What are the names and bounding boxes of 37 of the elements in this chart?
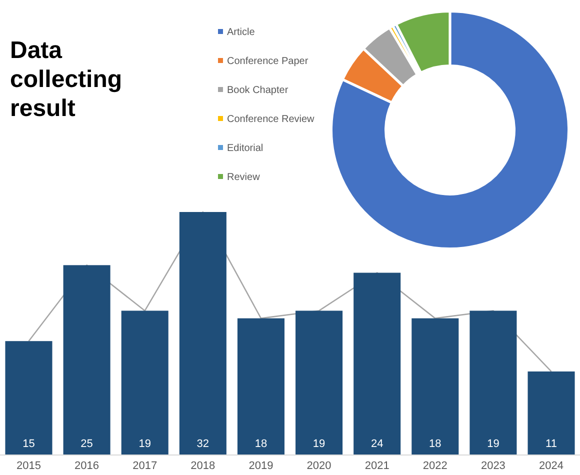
data-label: 19 (312, 438, 326, 450)
data-label: 15 (22, 438, 35, 450)
x-tick-label: 2020 (306, 460, 332, 472)
legend-label: Editorial (227, 143, 264, 154)
bar (63, 265, 110, 455)
bar (412, 318, 459, 455)
x-tick-label: 2015 (16, 460, 41, 472)
x-tick-label: 2021 (364, 460, 390, 472)
data-label: 19 (138, 438, 151, 450)
bar (5, 341, 52, 455)
bar (179, 212, 226, 455)
x-tick-label: 2017 (132, 460, 158, 472)
data-label: 25 (80, 438, 93, 450)
legend-label: Book Chapter (227, 85, 289, 96)
legend-label: Conference Paper (227, 56, 309, 67)
bar (237, 318, 284, 455)
bar (528, 371, 575, 455)
legend-label: Conference Review (227, 114, 316, 125)
chart-title: Data collecting result (10, 37, 122, 122)
data-label: 24 (370, 438, 384, 450)
data-label: 18 (254, 438, 268, 450)
bar (121, 310, 168, 455)
legend-label: Review (227, 172, 261, 183)
bar (296, 310, 343, 455)
x-tick-label: 2019 (248, 460, 274, 472)
x-tick-label: 2016 (74, 460, 100, 472)
x-tick-label: 2018 (190, 460, 216, 472)
x-tick-label: 2022 (422, 460, 448, 472)
bar (354, 272, 401, 455)
legend-label: Article (227, 27, 256, 38)
data-label: 18 (429, 438, 442, 450)
bar (470, 310, 517, 455)
x-tick-label: 2024 (539, 460, 564, 472)
data-label: 32 (196, 438, 210, 450)
x-tick-label: 2023 (480, 460, 506, 472)
data-label: 11 (546, 438, 557, 450)
data-label: 19 (487, 438, 500, 450)
